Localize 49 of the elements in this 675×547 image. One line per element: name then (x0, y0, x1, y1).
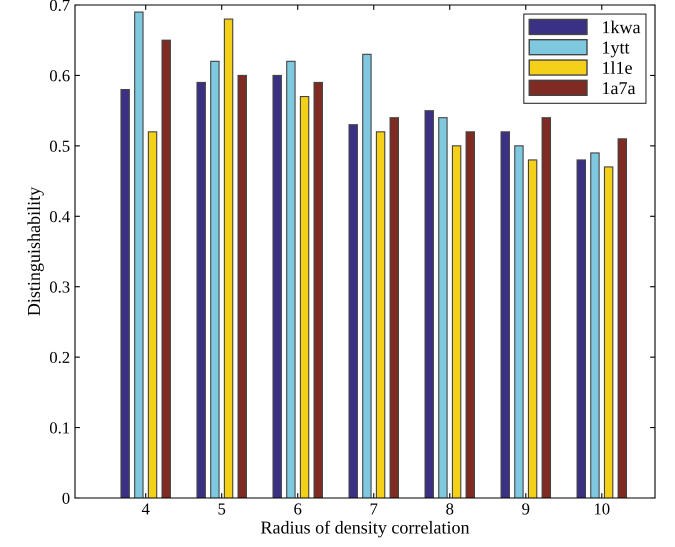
x-tick-label: 8 (446, 503, 454, 515)
bar (161, 40, 171, 498)
bar (120, 88, 130, 498)
x-tick-label: 4 (142, 503, 150, 514)
bar (424, 110, 434, 498)
y-tick-label: 0.3 (50, 281, 70, 293)
bar (272, 74, 282, 498)
bar (452, 145, 462, 498)
bar (300, 96, 310, 498)
bar (196, 82, 206, 498)
bar (238, 74, 247, 498)
bar (590, 152, 600, 498)
bar (376, 131, 386, 498)
bar (210, 60, 220, 498)
y-tick-label: 0.2 (50, 352, 70, 364)
bar (618, 138, 628, 498)
bar (528, 159, 538, 498)
bar (148, 131, 158, 498)
bar (224, 18, 234, 498)
bar (514, 145, 524, 498)
x-axis-title: Radius of density correlation (260, 520, 470, 538)
bar (286, 60, 296, 498)
y-tick-label: 0.6 (50, 70, 70, 82)
bar (500, 131, 510, 498)
x-tick-label: 9 (522, 503, 530, 515)
legend-label: 1a7a (603, 82, 636, 94)
bar (466, 131, 476, 498)
x-tick-label: 6 (294, 503, 302, 515)
bar (314, 82, 323, 498)
x-tick-label: 7 (370, 504, 378, 514)
bar (438, 117, 448, 498)
legend-label: 1l1e (603, 61, 632, 74)
y-tick-label: 0.1 (50, 422, 70, 434)
bar (362, 54, 372, 498)
y-tick-label: 0 (62, 492, 70, 504)
y-tick-label: 0.7 (50, 0, 70, 12)
legend-label: 1ytt (603, 42, 630, 58)
bar (576, 159, 586, 498)
y-tick-label: 0.5 (50, 140, 70, 152)
y-tick-label: 0.4 (50, 210, 70, 222)
bar (390, 117, 399, 498)
legend-label: 1kwa (603, 20, 640, 34)
bar (348, 124, 358, 498)
bar (542, 117, 552, 498)
bar (134, 11, 144, 498)
x-tick-label: 10 (594, 503, 610, 515)
bar (604, 166, 614, 498)
y-axis-title: Distinguishability (27, 186, 44, 316)
x-tick-label: 5 (218, 504, 226, 515)
